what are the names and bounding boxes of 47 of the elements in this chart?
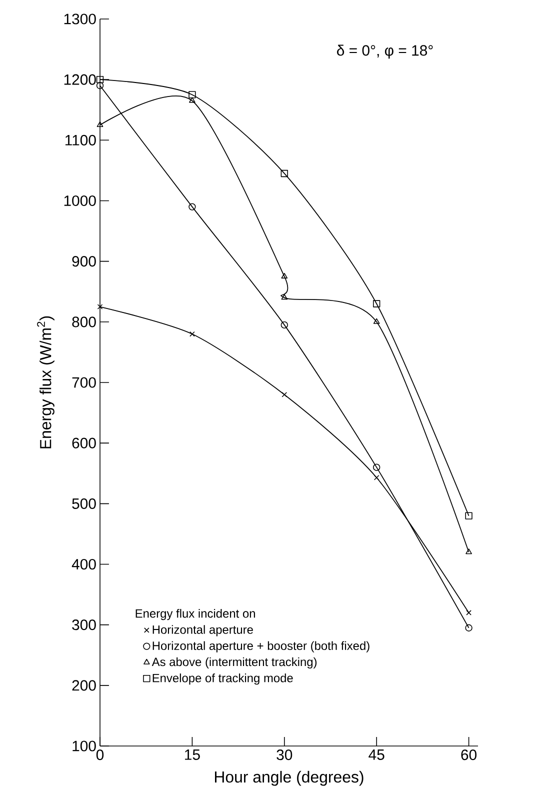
y-tick-label: 1300 [64,14,96,24]
point [96,82,104,90]
legend-label: Envelope of tracking mode [152,674,293,685]
legend-label: Horizontal aperture [152,625,253,636]
legend-title: Energy flux incident on [136,608,255,620]
y-tick-label: 200 [72,680,96,691]
point [465,624,472,632]
point [189,97,196,103]
point [465,512,472,520]
y-tick-label: 100 [72,740,96,752]
x-tick-label: 15 [185,750,200,760]
point [373,464,380,471]
y-axis-title: Energy flux (W/m$^{2}$) [37,316,54,448]
point [374,474,380,480]
point [466,548,472,554]
x-tick-label: 45 [368,750,384,760]
x-tick-label: 60 [461,750,477,760]
point [282,392,288,398]
y-tick-label: 600 [72,438,96,448]
point [281,272,288,278]
point [97,304,103,310]
annotation: δ = 0°, φ = 18° [337,44,433,59]
point [188,203,196,210]
legend-label: Horizontal aperture + booster (both fixed) [152,641,370,652]
point [373,318,380,324]
point [96,76,104,84]
point [280,321,288,329]
y-tick-label: 700 [72,377,96,388]
x-tick-label: 0 [96,750,104,760]
x-tick-label: 30 [276,750,292,760]
y-tick-label: 400 [72,558,96,570]
point [96,121,104,128]
legend-label: As above (intermittent tracking) [152,657,317,669]
y-tick-label: 300 [72,620,96,630]
point [373,300,380,308]
y-tick-label: 500 [72,498,96,509]
x-axis-title: Hour angle (degrees) [215,770,364,786]
point [280,170,288,178]
point [466,610,472,616]
y-tick-label: 1200 [64,74,96,85]
y-tick-label: 1000 [64,195,96,206]
y-tick-label: 900 [72,256,96,267]
point [281,294,288,300]
point [190,331,195,337]
y-tick-label: 1100 [65,134,96,146]
y-tick-label: 800 [72,316,96,328]
point [188,91,196,98]
